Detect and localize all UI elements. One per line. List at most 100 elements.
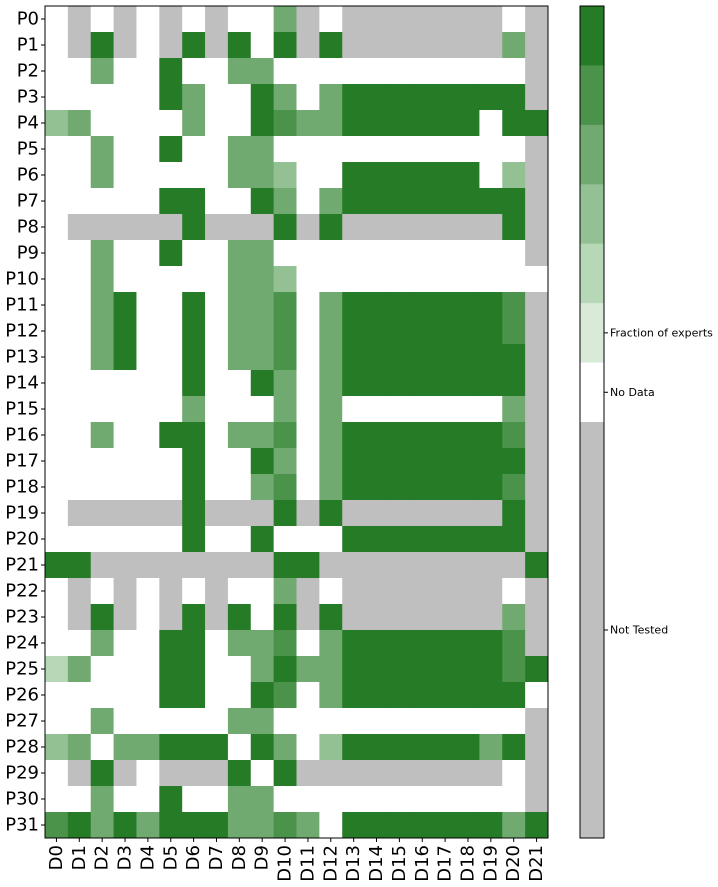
heatmap-cell-P13-D3 [113,344,137,371]
row-label-P9: P9 [17,243,39,264]
heatmap-cell-P12-D20 [502,318,526,345]
heatmap-cell-P29-D14 [365,760,389,787]
heatmap-cell-P6-D17 [433,162,457,189]
heatmap-cell-P10-D4 [136,266,160,293]
row-label-P19: P19 [5,503,39,524]
heatmap-cell-P4-D13 [342,110,366,137]
heatmap-cell-P16-D20 [502,422,526,449]
heatmap-cell-P31-D11 [296,812,320,839]
heatmap-cell-P22-D19 [479,578,503,605]
colorbar-band-2 [580,124,604,185]
heatmap-cell-P31-D13 [342,812,366,839]
heatmap-cell-P26-D19 [479,682,503,709]
heatmap-cell-P7-D14 [365,188,389,215]
heatmap-cell-P0-D20 [502,6,526,33]
heatmap-cell-P29-D15 [387,760,412,787]
row-label-P20: P20 [5,529,39,550]
colorbar-band-7 [580,422,604,839]
colorbar-band-6 [580,362,604,423]
column-label-D0: D0 [46,845,67,870]
heatmap-cell-P9-D17 [433,240,457,267]
heatmap-cell-P20-D0 [45,526,69,553]
heatmap-cell-P29-D13 [342,760,366,787]
row-label-P11: P11 [5,295,39,316]
heatmap-cell-P29-D1 [67,760,92,787]
heatmap-cell-P16-D4 [136,422,160,449]
heatmap-cell-P5-D1 [67,136,92,163]
heatmap-cell-P4-D1 [67,110,92,137]
heatmap-cell-P24-D9 [250,630,275,657]
heatmap-cell-P24-D4 [136,630,160,657]
heatmap-cell-P6-D11 [296,162,320,189]
heatmap-cell-P6-D12 [319,162,343,189]
heatmap-cell-P18-D13 [342,474,366,501]
heatmap-cell-P13-D9 [250,344,275,371]
heatmap-cell-P23-D3 [113,604,137,631]
heatmap-cell-P28-D20 [502,734,526,761]
heatmap-cell-P21-D10 [273,552,297,579]
heatmap-cell-P9-D5 [159,240,183,267]
heatmap-cell-P14-D9 [250,370,275,397]
heatmap-cell-P6-D13 [342,162,366,189]
row-label-P21: P21 [5,555,39,576]
heatmap-cell-P3-D11 [296,84,320,111]
heatmap-cell-P4-D17 [433,110,457,137]
heatmap-cell-P2-D6 [182,58,206,85]
heatmap-cell-P24-D14 [365,630,389,657]
heatmap-cell-P15-D1 [67,396,92,423]
heatmap-cell-P18-D2 [90,474,114,501]
heatmap-cell-P3-D21 [525,84,549,111]
heatmap-cell-P0-D11 [296,6,320,33]
heatmap-cell-P17-D13 [342,448,366,475]
heatmap-cell-P22-D12 [319,578,343,605]
heatmap-cell-P16-D13 [342,422,366,449]
heatmap-cell-P15-D10 [273,396,297,423]
heatmap-cell-P6-D5 [159,162,183,189]
heatmap-cell-P30-D4 [136,786,160,813]
heatmap-cell-P5-D6 [182,136,206,163]
heatmap-cell-P30-D17 [433,786,457,813]
heatmap-cell-P6-D2 [90,162,114,189]
heatmap-cell-P25-D0 [45,656,69,683]
heatmap-cell-P20-D9 [250,526,275,553]
heatmap-cell-P12-D11 [296,318,320,345]
heatmap-cell-P18-D21 [525,474,549,501]
colorbar-band-0 [580,6,604,66]
heatmap-cell-P8-D12 [319,214,343,241]
heatmap-cell-P23-D19 [479,604,503,631]
heatmap-cell-P7-D21 [525,188,549,215]
heatmap-cell-P12-D13 [342,318,366,345]
column-label-D15: D15 [389,845,410,882]
heatmap-cell-P13-D10 [273,344,297,371]
heatmap-cell-P19-D4 [136,500,160,527]
heatmap-cell-P1-D11 [296,32,320,59]
heatmap-cell-P31-D20 [502,812,526,839]
heatmap-cell-P6-D7 [205,162,229,189]
heatmap-cell-P8-D14 [365,214,389,241]
heatmap-cell-P11-D13 [342,292,366,319]
heatmap-cell-P21-D9 [250,552,275,579]
heatmap-cell-P23-D17 [433,604,457,631]
heatmap-cell-P10-D0 [45,266,69,293]
heatmap-cell-P25-D12 [319,656,343,683]
heatmap-cell-P23-D12 [319,604,343,631]
heatmap-cell-P14-D12 [319,370,343,397]
heatmap-cell-P21-D7 [205,552,229,579]
heatmap-cell-P29-D12 [319,760,343,787]
heatmap-cell-P24-D12 [319,630,343,657]
heatmap-cell-P20-D4 [136,526,160,553]
heatmap-cell-P9-D19 [479,240,503,267]
heatmap-cell-P29-D16 [410,760,435,787]
heatmap-cell-P19-D16 [410,500,435,527]
heatmap-cell-P16-D1 [67,422,92,449]
heatmap-cell-P18-D0 [45,474,69,501]
heatmap-cell-P8-D9 [250,214,275,241]
heatmap-cell-P8-D7 [205,214,229,241]
heatmap-cell-P25-D21 [525,656,549,683]
heatmap-cell-P12-D6 [182,318,206,345]
heatmap-cell-P8-D20 [502,214,526,241]
heatmap-cell-P12-D19 [479,318,503,345]
heatmap-cell-P17-D7 [205,448,229,475]
colorbar-band-5 [580,303,604,363]
heatmap-cell-P5-D16 [410,136,435,163]
